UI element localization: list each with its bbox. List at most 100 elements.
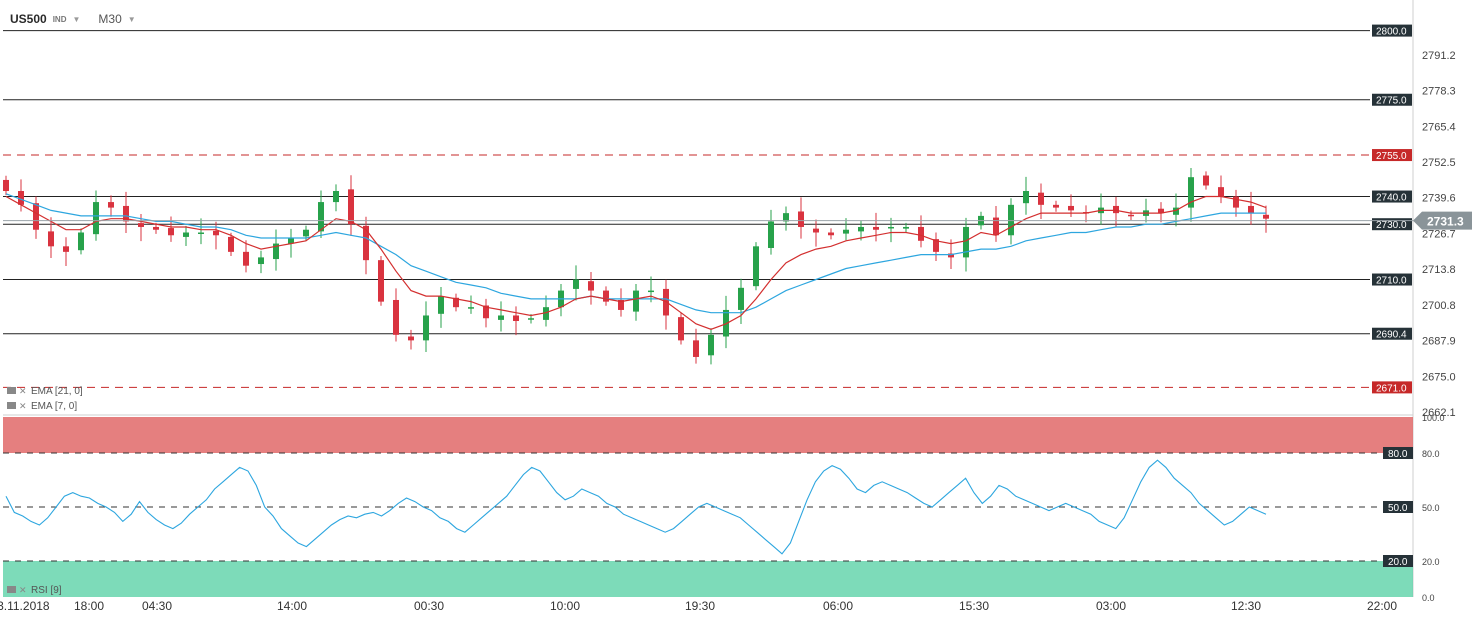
candle-body <box>603 290 609 302</box>
candle-body <box>693 340 699 357</box>
candle-body <box>1173 207 1179 215</box>
price-axis-tick-label: 2739.6 <box>1422 193 1456 205</box>
candle-body <box>573 279 579 289</box>
candle-body <box>123 205 129 222</box>
candle-body <box>858 226 864 232</box>
candle-body <box>633 290 639 312</box>
candle-body <box>708 334 714 356</box>
price-level-label: 2755.0 <box>1376 151 1407 162</box>
price-level-label-box <box>1372 190 1412 203</box>
candle-body <box>1188 177 1194 208</box>
time-axis-label: 13.11.2018 <box>0 599 50 613</box>
candle-body <box>408 336 414 341</box>
candle-body <box>453 297 459 308</box>
price-level-label-box <box>1372 381 1412 394</box>
indicator-remove-icon: ✕ <box>19 401 27 411</box>
candle-body <box>93 202 99 235</box>
candle-body <box>1068 205 1074 211</box>
candle-body <box>618 299 624 310</box>
candle-body <box>363 225 369 261</box>
instrument-type: IND <box>52 14 67 24</box>
candle-body <box>153 226 159 230</box>
candle-body <box>378 260 384 302</box>
candle-body <box>843 229 849 234</box>
price-level-label-box <box>1372 273 1412 286</box>
price-level-label: 2671.0 <box>1376 383 1407 394</box>
candle-body <box>288 238 294 244</box>
candle-body <box>1038 192 1044 205</box>
rsi-level-label-box <box>1383 501 1413 513</box>
rsi-level-label: 80.0 <box>1388 449 1408 460</box>
candle-body <box>198 232 204 234</box>
price-level-label: 2800.0 <box>1376 27 1407 38</box>
candle-body <box>1023 191 1029 204</box>
candle-body <box>948 253 954 258</box>
candle-body <box>468 307 474 309</box>
candle-body <box>78 232 84 251</box>
candle-body <box>243 251 249 266</box>
candle-body <box>1263 214 1269 219</box>
ema7-legend: EMA [7, 0] <box>31 401 77 412</box>
candle-body <box>48 231 54 247</box>
price-axis-tick-label: 2662.1 <box>1422 407 1456 419</box>
symbol-selector[interactable]: US500 <box>10 12 47 26</box>
time-axis-label: 04:30 <box>142 599 172 613</box>
rsi-oversold-zone <box>3 561 1413 597</box>
indicator-settings-icon <box>7 402 16 409</box>
candle-body <box>648 290 654 293</box>
price-level-label-box <box>1372 24 1412 37</box>
time-axis-label: 03:00 <box>1096 599 1126 613</box>
candle-body <box>918 226 924 241</box>
candle-body <box>1248 205 1254 214</box>
rsi-level-label-box <box>1383 555 1413 567</box>
candle-body <box>18 191 24 205</box>
candle-body <box>783 213 789 222</box>
price-axis-tick-label: 2726.7 <box>1422 228 1456 240</box>
candle-body <box>1158 208 1164 214</box>
indicator-settings-icon <box>7 586 16 593</box>
candle-body <box>933 239 939 252</box>
candle-body <box>1233 196 1239 208</box>
rsi-axis-tick-label: 0.0 <box>1422 593 1435 603</box>
current-price-tag <box>1413 211 1472 230</box>
rsi-overbought-zone <box>3 417 1413 453</box>
candle-body <box>168 228 174 236</box>
time-axis-label: 06:00 <box>823 599 853 613</box>
chevron-down-icon[interactable]: ▼ <box>72 14 81 24</box>
price-level-label-box <box>1372 93 1412 106</box>
time-axis-label: 22:00 <box>1367 599 1397 613</box>
candle-body <box>498 315 504 320</box>
time-axis-label: 12:30 <box>1231 599 1261 613</box>
candle-body <box>108 202 114 208</box>
candle-body <box>228 236 234 252</box>
candle-body <box>273 243 279 260</box>
candle-body <box>513 315 519 322</box>
candle-body <box>528 318 534 320</box>
timeframe-selector[interactable]: M30 <box>98 12 122 26</box>
candle-body <box>393 299 399 335</box>
price-axis-tick-label: 2713.8 <box>1422 264 1456 276</box>
candle-body <box>63 246 69 252</box>
candle-body <box>138 223 144 227</box>
time-axis-label: 18:00 <box>74 599 104 613</box>
ema7-line <box>5 195 1267 330</box>
time-axis-label: 00:30 <box>414 599 444 613</box>
candle-body <box>333 191 339 203</box>
time-axis-label: 14:00 <box>277 599 307 613</box>
candle-body <box>993 217 999 236</box>
candle-body <box>318 202 324 232</box>
candle-body <box>828 232 834 236</box>
candle-body <box>588 281 594 291</box>
price-axis-tick-label: 2675.0 <box>1422 371 1456 383</box>
price-axis-tick-label: 2765.4 <box>1422 121 1456 133</box>
price-level-label: 2690.4 <box>1376 330 1407 341</box>
candle-body <box>483 305 489 319</box>
chevron-down-icon[interactable]: ▼ <box>127 14 136 24</box>
rsi-axis-tick-label: 80.0 <box>1422 449 1440 459</box>
candle-body <box>1203 175 1209 186</box>
candle-body <box>798 211 804 227</box>
candle-body <box>213 230 219 236</box>
time-axis-label: 15:30 <box>959 599 989 613</box>
